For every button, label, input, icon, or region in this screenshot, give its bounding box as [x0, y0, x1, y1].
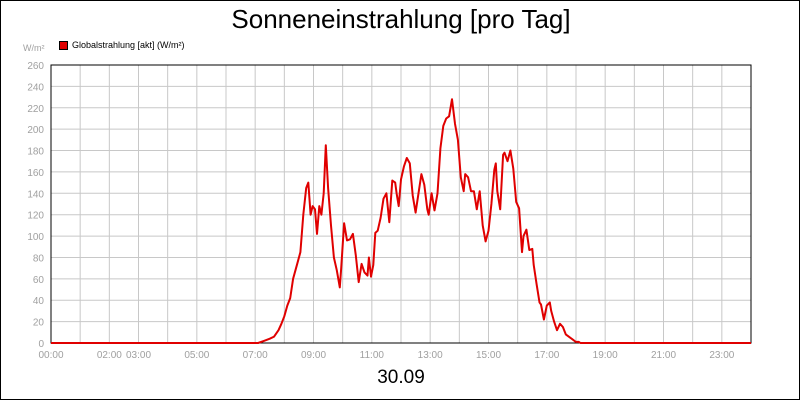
x-tick-label: 13:00 — [418, 350, 443, 361]
y-tick-label: 120 — [27, 211, 44, 222]
x-tick-label: 21:00 — [651, 350, 676, 361]
x-tick-label: 15:00 — [476, 350, 501, 361]
legend-label: Globalstrahlung [akt] (W/m²) — [72, 40, 185, 50]
y-tick-label: 100 — [27, 232, 44, 243]
legend-swatch — [59, 40, 68, 50]
date-label: 30.09 — [377, 367, 425, 388]
y-tick-label: 240 — [27, 82, 44, 93]
x-tick-label: 19:00 — [593, 350, 618, 361]
y-tick-label: 20 — [33, 318, 45, 329]
x-tick-label: 11:00 — [360, 350, 385, 361]
y-tick-label: 0 — [38, 339, 44, 350]
y-tick-label: 40 — [33, 296, 45, 307]
x-tick-label: 07:00 — [243, 350, 268, 361]
y-axis-unit-label: W/m² — [23, 43, 45, 53]
x-tick-label: 03:00 — [126, 350, 151, 361]
y-tick-label: 180 — [27, 147, 44, 158]
legend: Globalstrahlung [akt] (W/m²) — [59, 40, 185, 50]
x-tick-label: 05:00 — [184, 350, 209, 361]
plot-border — [50, 64, 752, 344]
x-tick-label: 17:00 — [534, 350, 559, 361]
y-tick-label: 80 — [33, 253, 45, 264]
x-tick-label: 02:00 — [97, 350, 122, 361]
y-tick-label: 220 — [27, 104, 44, 115]
y-tick-label: 260 — [27, 61, 44, 72]
series-line — [51, 98, 751, 344]
chart-title: Sonneneinstrahlung [pro Tag] — [231, 4, 571, 34]
x-tick-label: 09:00 — [301, 350, 326, 361]
x-tick-label: 00:00 — [38, 350, 63, 361]
y-tick-label: 160 — [27, 168, 44, 179]
x-tick-label: 23:00 — [709, 350, 734, 361]
y-tick-label: 60 — [33, 275, 45, 286]
y-tick-label: 200 — [27, 125, 44, 136]
y-tick-label: 140 — [27, 189, 44, 200]
